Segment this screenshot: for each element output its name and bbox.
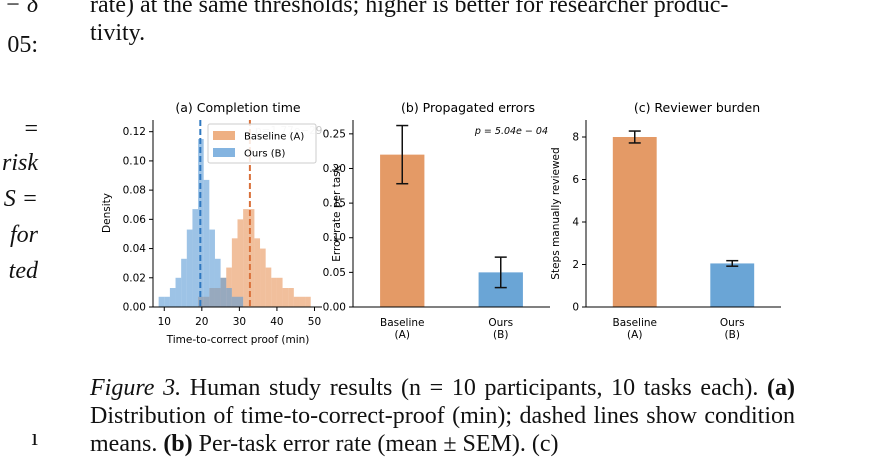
- left-column-fragments: − δ 05: = risk S = for ted ı: [0, 0, 40, 447]
- panel-a-bin-s0-15: [282, 288, 289, 307]
- panel-c-ytick-label-0: 0: [572, 302, 579, 314]
- panel-a-ytick-label-5: 0.10: [123, 155, 146, 167]
- panel-a-bin-s1-10: [214, 258, 221, 307]
- panel-c-xtick-label-1-1: (B): [725, 329, 740, 341]
- panel-b-annotation: p = 5.04e − 04: [474, 126, 548, 137]
- caption-text: Human study results (n = 10 participants…: [181, 375, 768, 401]
- panel-a-xlabel: Time-to-correct proof (min): [166, 334, 310, 346]
- panel-a-bin-s1-3: [175, 277, 182, 307]
- panel-a-legend-swatch-1: [213, 148, 235, 157]
- panel-c-ytick-label-2: 4: [572, 217, 579, 229]
- panel-a-legend-label-0: Baseline (A): [244, 132, 304, 143]
- panel-c-ytick-label-1: 2: [572, 259, 579, 271]
- panel-a-bin-s0-17: [293, 296, 300, 307]
- panel-a-ytick-label-1: 0.02: [123, 272, 146, 284]
- panel-a-ytick-label-0: 0.00: [123, 302, 146, 314]
- fragment-3: risk: [2, 150, 38, 176]
- panel-a-bin-s0-8: [243, 209, 249, 307]
- panel-a-bin-s0-9: [248, 209, 255, 307]
- panel-a-bin-s1-11: [220, 277, 227, 307]
- panel-a-legend-swatch-0: [213, 131, 235, 140]
- panel-c-ytick-label-3: 6: [572, 174, 579, 186]
- fragment-7: ı: [31, 425, 38, 447]
- panel-a-bin-s0-19: [305, 296, 311, 307]
- panel-a-bin-s0-10: [254, 238, 261, 307]
- panel-a-bin-s0-18: [299, 296, 306, 307]
- panel-a-bin-s1-0: [158, 296, 165, 307]
- panel-c-title: (c) Reviewer burden: [634, 100, 760, 115]
- panel-a-xtick-label-1: 20: [195, 316, 208, 328]
- panel-b-xtick-label-0-0: Baseline: [380, 317, 425, 329]
- panel-c-ylabel: Steps manually reviewed: [550, 147, 562, 279]
- caption-text-b: Per-task error rate (mean ± SEM). (c): [192, 431, 559, 457]
- body-text-line-2: tivity.: [90, 20, 146, 46]
- panel-c-ytick-label-4: 8: [572, 132, 579, 144]
- figure-caption: Figure 3. Human study results (n = 10 pa…: [90, 374, 795, 458]
- panel-b-ytick-label-3: 0.15: [323, 198, 346, 210]
- fragment-0: − δ: [4, 0, 38, 18]
- panel-b-ytick-label-0: 0.00: [323, 302, 346, 314]
- panel-b-ytick-label-4: 0.20: [323, 163, 346, 175]
- panel-b-xtick-label-0-1: (A): [395, 329, 410, 341]
- panel-a-ylabel: Density: [101, 193, 113, 233]
- panel-b-ytick-label-2: 0.10: [323, 232, 346, 244]
- panel-a-bin-s0-14: [276, 277, 283, 307]
- panel-b-ytick-label-1: 0.05: [323, 267, 346, 279]
- panel-a-bin-s1-8: [203, 179, 210, 307]
- caption-bold-a: (a): [767, 375, 795, 401]
- figure-3-charts: (a) Completion time 0.00 0.02 0.04 0.06 0.08 0…: [101, 100, 781, 346]
- caption-bold-b: (b): [163, 431, 193, 457]
- panel-a-legend-label-1: Ours (B): [244, 149, 285, 160]
- panel-a-xtick-label-3: 40: [270, 316, 283, 328]
- panel-c-xtick-label-1-0: Ours: [720, 317, 745, 329]
- panel-c-xtick-label-0-0: Baseline: [612, 317, 657, 329]
- panel-c-bar-0: [612, 137, 657, 307]
- panel-a-bin-s1-5: [186, 229, 193, 307]
- panel-a-ytick-label-3: 0.06: [123, 214, 147, 226]
- panel-b-xtick-label-1-0: Ours: [488, 317, 513, 329]
- fragment-2: =: [24, 116, 38, 142]
- panel-a-xtick-label-2: 30: [233, 316, 246, 328]
- panel-a-xtick-label-0: 10: [158, 316, 171, 328]
- fragment-1: 05:: [7, 32, 38, 58]
- panel-a-bin-s0-16: [288, 288, 294, 307]
- body-text-line-1: rate) at the same thresholds; higher is …: [90, 0, 729, 18]
- panel-a-ytick-label-2: 0.04: [123, 243, 147, 255]
- panel-a-bin-s1-1: [164, 296, 170, 307]
- panel-a-xtick-label-4: 50: [308, 316, 321, 328]
- fragment-4: S =: [3, 186, 38, 212]
- panel-b-title: (b) Propagated errors: [401, 100, 535, 115]
- caption-label: Figure 3.: [90, 375, 182, 401]
- panel-a-bin-s0-13: [271, 277, 277, 307]
- panel-b-ytick-label-5: 0.25: [323, 128, 346, 140]
- panel-a-bin-s0-11: [260, 248, 266, 307]
- panel-a-bin-s1-14: [237, 296, 244, 307]
- panel-a-bin-s0-6: [231, 238, 238, 307]
- panel-a-bin-s1-4: [181, 258, 187, 307]
- panel-a-bin-s0-5: [226, 267, 232, 307]
- fragment-6: ted: [8, 258, 38, 284]
- panel-b-xtick-label-1-1: (B): [493, 329, 508, 341]
- caption-text-a: Distribution of time-to-correct-proof (m…: [90, 403, 795, 457]
- panel-b-ylabel: Error rate per task: [331, 164, 343, 261]
- fragment-5: for: [9, 222, 38, 248]
- panel-a-bin-s1-13: [231, 296, 238, 307]
- panel-a-bin-s1-9: [209, 229, 215, 307]
- panel-a-bin-s1-6: [192, 209, 199, 307]
- panel-a-bin-s0-12: [265, 267, 272, 307]
- panel-a-ytick-label-6: 0.12: [123, 126, 146, 138]
- panel-a-bin-s1-2: [169, 288, 176, 307]
- panel-c-bar-1: [710, 263, 755, 307]
- panel-a-bin-s0-7: [237, 219, 244, 307]
- panel-c-xtick-label-0-1: (A): [627, 329, 642, 341]
- panel-a-title: (a) Completion time: [175, 100, 301, 115]
- panel-a-ytick-label-4: 0.08: [123, 185, 146, 197]
- panel-a-bin-s1-12: [226, 288, 232, 307]
